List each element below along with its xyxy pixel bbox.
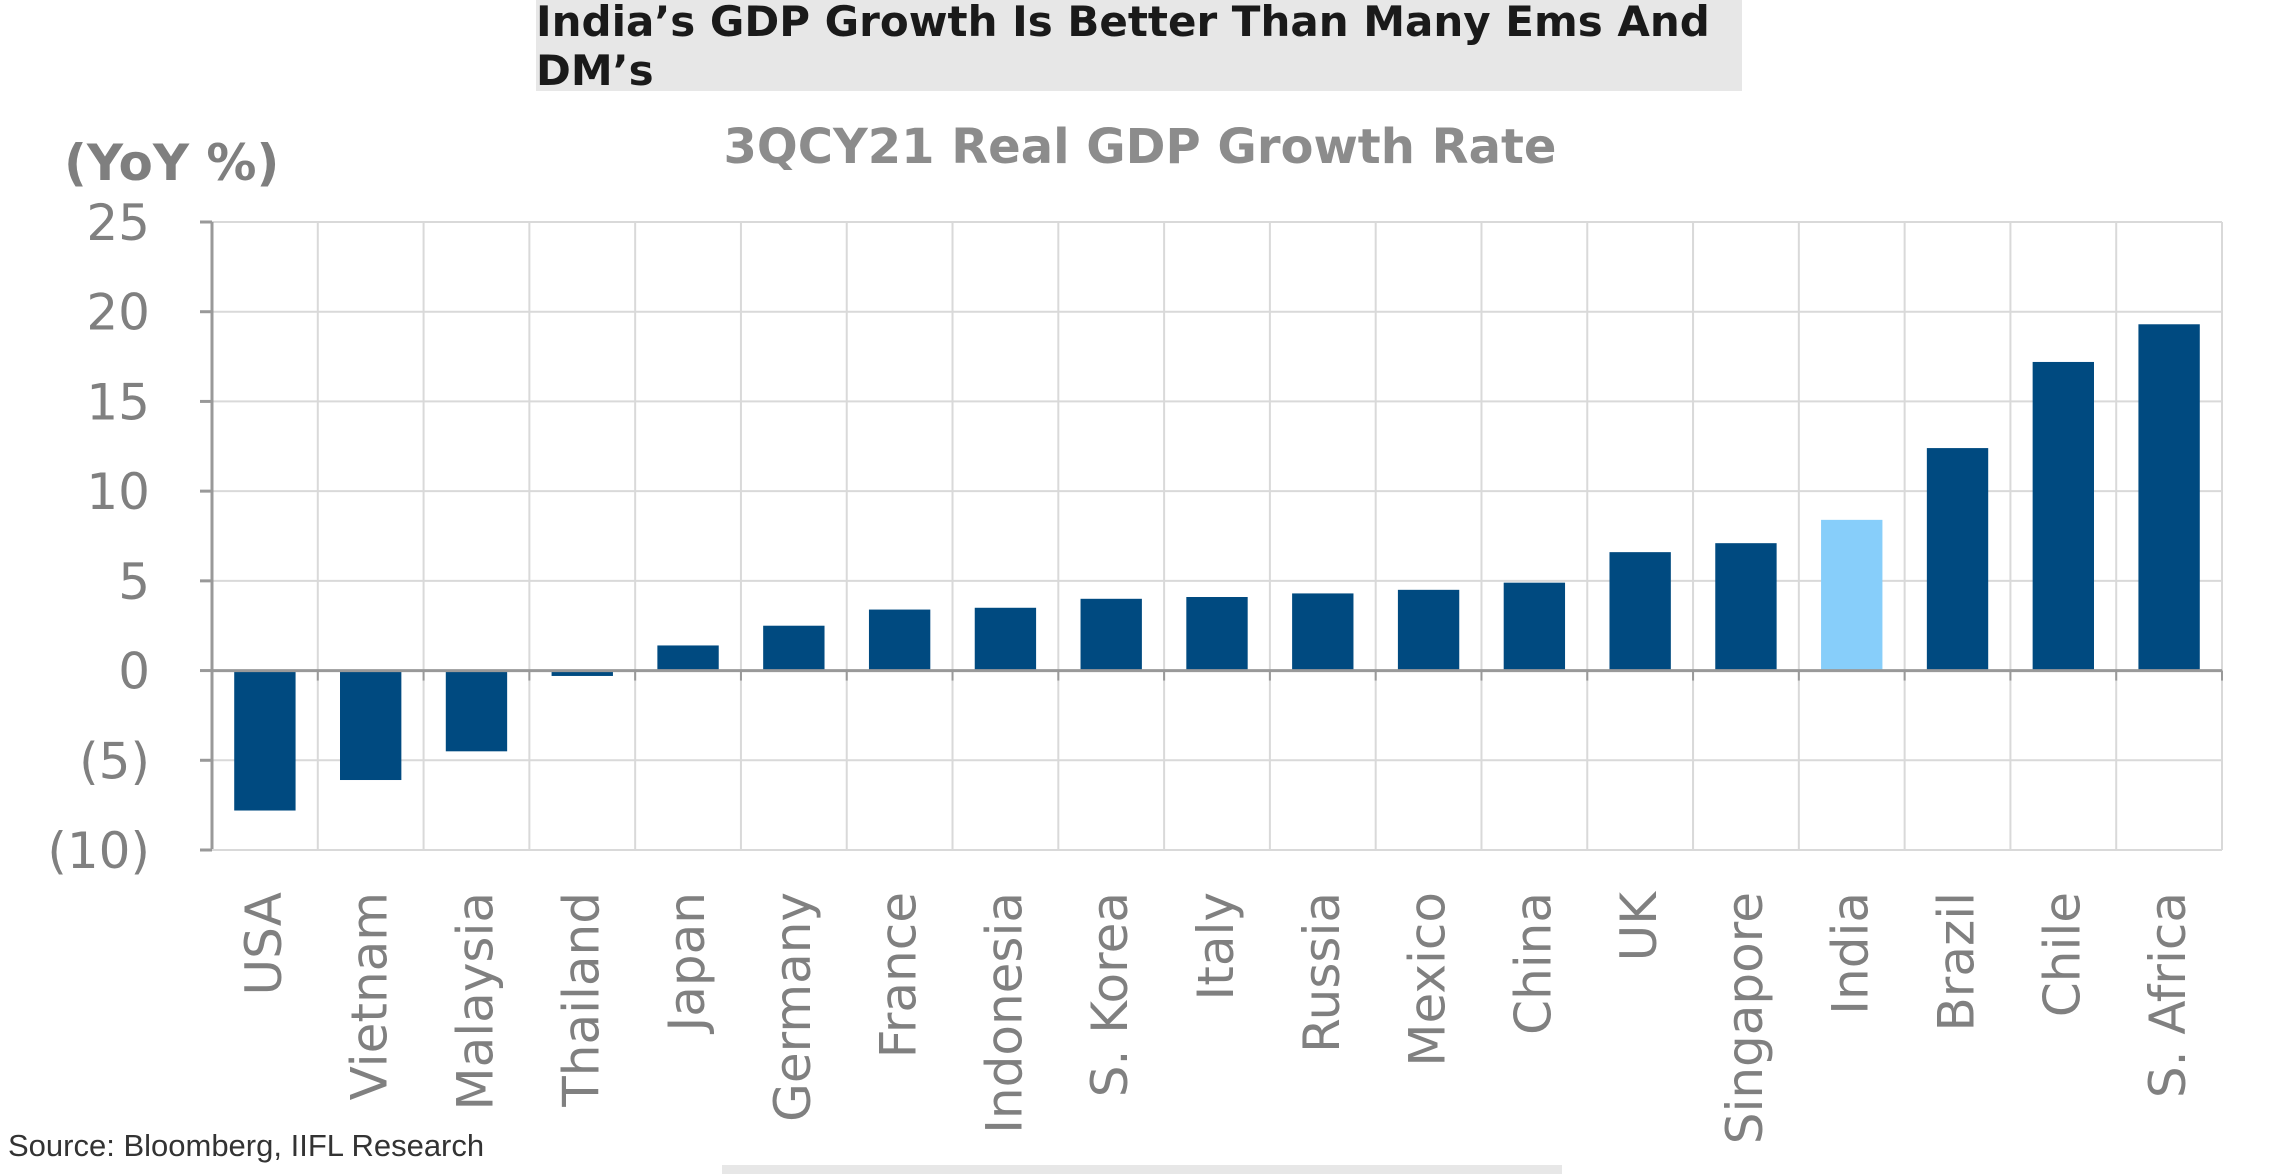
x-tick-label: Malaysia: [446, 892, 504, 1110]
x-tick-label: Chile: [2033, 892, 2091, 1017]
x-tick-label: Russia: [1293, 892, 1351, 1053]
bar-japan: [657, 645, 719, 671]
x-tick-label: Mexico: [1399, 892, 1457, 1067]
y-tick-label: 15: [86, 373, 150, 431]
x-tick-label: S. Korea: [1081, 892, 1139, 1097]
axis-layer: [200, 220, 2223, 852]
bar-italy: [1186, 597, 1248, 671]
bar-s-korea: [1080, 598, 1142, 671]
bar-india: [1821, 519, 1883, 671]
x-tick-label: France: [870, 892, 928, 1058]
y-tick-label: (5): [79, 732, 150, 790]
x-tick-label: UK: [1610, 891, 1668, 962]
x-tick-label: S. Africa: [2139, 892, 2197, 1098]
y-tick-label: 5: [118, 553, 150, 611]
bar-uk: [1609, 552, 1671, 671]
chart-title: 3QCY21 Real GDP Growth Rate: [724, 119, 1557, 175]
y-tick-labels: 25 20 15 10 5 0 (5) (10): [47, 194, 150, 880]
y-axis-label: (YoY %): [64, 134, 279, 192]
bar-thailand: [551, 670, 613, 676]
bars-layer: [234, 324, 2200, 811]
bar-singapore: [1715, 543, 1777, 671]
bar-mexico: [1397, 589, 1460, 671]
grid-layer: [211, 221, 2223, 851]
bar-chile: [2032, 361, 2094, 671]
x-tick-label: Germany: [764, 892, 822, 1122]
bar-indonesia: [974, 607, 1037, 671]
y-tick-label: 20: [86, 284, 150, 342]
bar-france: [868, 609, 931, 671]
x-tick-label: Singapore: [1716, 892, 1774, 1144]
source-note: Source: Bloomberg, IIFL Research: [8, 1128, 485, 1163]
bar-china: [1503, 582, 1566, 671]
footer-band: [722, 1165, 1562, 1174]
bar-malaysia: [445, 670, 508, 752]
x-tick-label: Japan: [658, 892, 716, 1034]
bar-russia: [1292, 593, 1354, 671]
bar-brazil: [1926, 448, 1989, 671]
y-tick-label: 10: [86, 463, 150, 521]
x-tick-label: Thailand: [552, 892, 610, 1108]
x-tick-label: Indonesia: [975, 892, 1033, 1134]
x-tick-labels: USA Vietnam Malaysia Thailand Japan Germany Fr…: [235, 891, 2197, 1144]
page-title: India’s GDP Growth Is Better Than Many E…: [536, 0, 1710, 95]
x-tick-label: USA: [235, 892, 293, 995]
x-tick-label: Vietnam: [341, 892, 399, 1100]
bar-s-africa: [2138, 324, 2200, 671]
bar-vietnam: [340, 670, 402, 781]
x-tick-label: Italy: [1187, 892, 1245, 1000]
header-banner: India’s GDP Growth Is Better Than Many E…: [536, 0, 1742, 95]
y-tick-label: 25: [86, 194, 150, 252]
bar-usa: [234, 670, 296, 811]
x-tick-label: China: [1504, 892, 1562, 1035]
x-tick-label: India: [1822, 892, 1880, 1015]
bar-germany: [763, 625, 825, 671]
y-tick-label: 0: [118, 643, 150, 701]
x-tick-label: Brazil: [1928, 892, 1986, 1032]
y-tick-label: (10): [47, 822, 150, 880]
